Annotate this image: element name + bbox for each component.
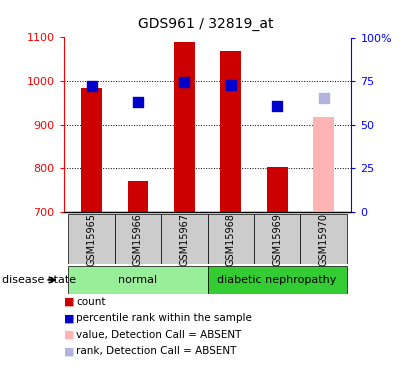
Bar <box>208 266 347 294</box>
Text: GSM15965: GSM15965 <box>87 213 97 266</box>
Point <box>135 99 141 105</box>
Bar <box>267 167 288 212</box>
Text: ■: ■ <box>64 346 74 356</box>
Bar <box>115 214 161 264</box>
Bar <box>68 266 208 294</box>
Text: diabetic nephropathy: diabetic nephropathy <box>217 275 337 285</box>
Text: GSM15970: GSM15970 <box>319 213 328 266</box>
Bar <box>254 214 300 264</box>
Bar <box>300 214 347 264</box>
Text: rank, Detection Call = ABSENT: rank, Detection Call = ABSENT <box>76 346 236 356</box>
Text: GSM15967: GSM15967 <box>179 213 189 266</box>
Text: disease state: disease state <box>2 275 76 285</box>
Text: GSM15968: GSM15968 <box>226 213 236 266</box>
Point <box>88 83 95 89</box>
Bar <box>313 117 334 212</box>
Point <box>320 94 327 100</box>
Text: ■: ■ <box>64 314 74 323</box>
Bar <box>161 214 208 264</box>
Text: GDS961 / 32819_at: GDS961 / 32819_at <box>138 17 273 31</box>
Text: ■: ■ <box>64 297 74 307</box>
Text: percentile rank within the sample: percentile rank within the sample <box>76 314 252 323</box>
Point <box>181 80 188 86</box>
Bar <box>220 51 241 212</box>
Text: count: count <box>76 297 106 307</box>
Bar <box>174 42 195 212</box>
Bar <box>81 88 102 212</box>
Text: normal: normal <box>118 275 157 285</box>
Point <box>227 82 234 88</box>
Point <box>274 104 280 110</box>
Text: value, Detection Call = ABSENT: value, Detection Call = ABSENT <box>76 330 241 340</box>
Bar <box>208 214 254 264</box>
Bar <box>68 214 115 264</box>
Text: GSM15969: GSM15969 <box>272 213 282 266</box>
Text: GSM15966: GSM15966 <box>133 213 143 266</box>
Text: ■: ■ <box>64 330 74 340</box>
Bar <box>127 182 148 212</box>
